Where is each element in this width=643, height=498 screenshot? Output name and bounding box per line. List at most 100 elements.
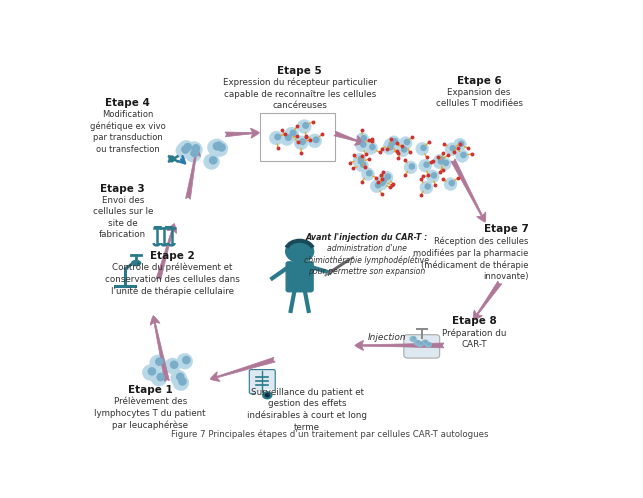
Ellipse shape: [443, 160, 448, 165]
Text: Prélèvement des
lymphocytes T du patient
par leucaphérèse: Prélèvement des lymphocytes T du patient…: [95, 397, 206, 430]
Text: Expression du récepteur particulier
capable de reconnaître les cellules
cancéreu: Expression du récepteur particulier capa…: [222, 78, 377, 110]
Ellipse shape: [419, 159, 431, 172]
Ellipse shape: [157, 374, 164, 380]
Text: Avant l'injection du CAR-T :: Avant l'injection du CAR-T :: [305, 233, 428, 242]
Ellipse shape: [177, 374, 184, 380]
Ellipse shape: [409, 164, 415, 169]
Ellipse shape: [376, 175, 389, 188]
Ellipse shape: [308, 134, 322, 148]
Ellipse shape: [285, 127, 299, 141]
Ellipse shape: [375, 177, 388, 190]
Ellipse shape: [450, 146, 455, 151]
Ellipse shape: [445, 143, 458, 156]
Ellipse shape: [404, 139, 410, 144]
Ellipse shape: [431, 173, 437, 178]
Ellipse shape: [444, 178, 457, 191]
Circle shape: [417, 342, 423, 347]
Ellipse shape: [212, 141, 228, 156]
Ellipse shape: [361, 162, 366, 167]
Ellipse shape: [290, 130, 296, 136]
Ellipse shape: [404, 161, 417, 174]
Ellipse shape: [384, 138, 397, 151]
Ellipse shape: [461, 152, 466, 157]
Ellipse shape: [401, 147, 406, 152]
Ellipse shape: [210, 157, 217, 164]
Ellipse shape: [207, 139, 223, 155]
Ellipse shape: [275, 134, 280, 140]
Ellipse shape: [376, 183, 381, 188]
Ellipse shape: [313, 137, 319, 142]
Circle shape: [169, 156, 174, 160]
Text: administration d'une
chimiothérapie lymphodéplétive
pour permettre son expansion: administration d'une chimiothérapie lymp…: [304, 244, 430, 276]
Circle shape: [428, 343, 431, 345]
Text: Etape 1: Etape 1: [128, 385, 172, 395]
Ellipse shape: [204, 154, 219, 169]
Ellipse shape: [421, 145, 426, 150]
Circle shape: [420, 343, 422, 345]
Ellipse shape: [176, 143, 192, 159]
Ellipse shape: [300, 139, 305, 144]
Ellipse shape: [361, 142, 366, 147]
Ellipse shape: [280, 131, 294, 145]
Ellipse shape: [420, 181, 433, 194]
Ellipse shape: [191, 149, 198, 157]
Ellipse shape: [439, 157, 444, 162]
Ellipse shape: [392, 139, 397, 144]
Ellipse shape: [182, 146, 189, 153]
Ellipse shape: [151, 371, 167, 386]
Ellipse shape: [356, 159, 368, 172]
Ellipse shape: [353, 153, 366, 166]
FancyBboxPatch shape: [260, 114, 334, 161]
Ellipse shape: [209, 139, 225, 155]
Ellipse shape: [179, 378, 186, 385]
Ellipse shape: [294, 136, 308, 150]
Ellipse shape: [387, 136, 400, 149]
Ellipse shape: [173, 375, 189, 390]
Circle shape: [169, 158, 174, 162]
Text: Etape 3: Etape 3: [100, 184, 145, 194]
FancyBboxPatch shape: [286, 262, 313, 292]
Text: Surveillance du patient et
gestion des effets
indésirables à court et long
terme: Surveillance du patient et gestion des e…: [247, 387, 367, 432]
Ellipse shape: [424, 162, 429, 167]
Circle shape: [414, 341, 421, 345]
Ellipse shape: [439, 159, 444, 164]
Text: Préparation du
CAR-T: Préparation du CAR-T: [442, 328, 506, 349]
Circle shape: [263, 392, 272, 399]
Text: Etape 7: Etape 7: [484, 224, 529, 234]
Text: Etape 5: Etape 5: [277, 66, 322, 76]
Text: Envoi des
cellules sur le
site de
fabrication: Envoi des cellules sur le site de fabric…: [93, 196, 153, 239]
Circle shape: [417, 341, 419, 343]
Ellipse shape: [399, 136, 412, 149]
Text: Etape 4: Etape 4: [105, 98, 150, 108]
Ellipse shape: [269, 131, 284, 145]
Ellipse shape: [132, 260, 141, 265]
Ellipse shape: [156, 358, 163, 365]
Text: Contrôle du prélèvement et
conservation des cellules dans
l'unité de thérapie ce: Contrôle du prélèvement et conservation …: [105, 263, 240, 296]
Text: Etape 2: Etape 2: [150, 251, 195, 261]
Ellipse shape: [215, 142, 222, 149]
Ellipse shape: [170, 361, 177, 369]
Circle shape: [266, 394, 269, 397]
Ellipse shape: [185, 146, 201, 162]
Ellipse shape: [383, 142, 395, 154]
Text: Etape 6: Etape 6: [457, 76, 502, 86]
Text: Expansion des
cellules T modifiées: Expansion des cellules T modifiées: [435, 88, 523, 108]
Ellipse shape: [381, 178, 386, 183]
Ellipse shape: [388, 144, 393, 150]
Ellipse shape: [458, 141, 464, 146]
Ellipse shape: [255, 390, 279, 401]
Ellipse shape: [183, 357, 190, 364]
Ellipse shape: [165, 358, 181, 374]
Text: Injection: Injection: [368, 333, 406, 342]
Ellipse shape: [396, 144, 409, 157]
Text: Réception des cellules
modifiées par la pharmacie
(médicament de thérapie
innova: Réception des cellules modifiées par la …: [413, 236, 529, 281]
FancyBboxPatch shape: [249, 370, 275, 394]
Ellipse shape: [149, 368, 156, 375]
Ellipse shape: [297, 120, 311, 133]
Ellipse shape: [361, 135, 367, 141]
Ellipse shape: [192, 145, 199, 152]
Circle shape: [410, 337, 416, 341]
Ellipse shape: [178, 140, 194, 156]
Circle shape: [413, 337, 415, 339]
Ellipse shape: [425, 184, 430, 189]
